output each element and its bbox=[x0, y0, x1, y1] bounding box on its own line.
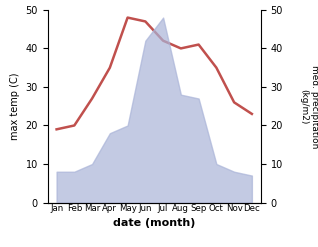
Y-axis label: med. precipitation
(kg/m2): med. precipitation (kg/m2) bbox=[300, 64, 318, 148]
Y-axis label: max temp (C): max temp (C) bbox=[10, 72, 20, 140]
X-axis label: date (month): date (month) bbox=[113, 219, 196, 228]
